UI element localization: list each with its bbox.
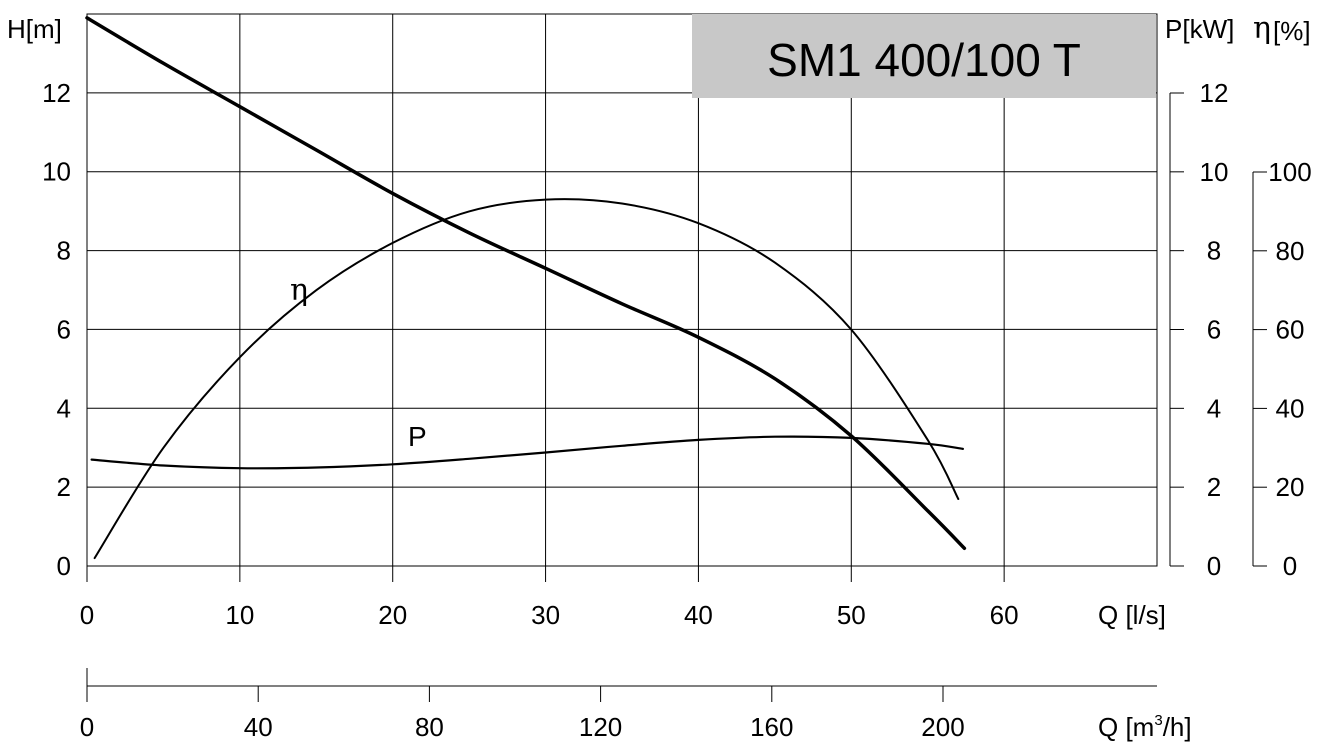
- power-tick-label: 6: [1207, 315, 1221, 345]
- y-tick-label-head: 10: [42, 157, 71, 187]
- curves: [85, 16, 967, 560]
- eff-tick-label: 40: [1276, 393, 1305, 423]
- head-curve: [85, 16, 967, 551]
- power-tick-label: 8: [1207, 236, 1221, 266]
- eff-tick-label: 20: [1276, 472, 1305, 502]
- efficiency-curve: [93, 198, 960, 560]
- power-curve: [90, 435, 964, 470]
- x-tick-label: 50: [837, 600, 866, 630]
- chart-title: SM1 400/100 T: [767, 34, 1081, 86]
- power-tick-label: 10: [1200, 157, 1229, 187]
- eff-tick-label: 100: [1268, 157, 1311, 187]
- power-tick-label: 0: [1207, 551, 1221, 581]
- title-box: [692, 14, 1156, 98]
- eff-tick-label: 60: [1276, 315, 1305, 345]
- curve-label-power: P: [408, 421, 427, 452]
- x-secondary-tick-label: 160: [750, 712, 793, 742]
- y-axis-label-head: H[m]: [7, 14, 62, 44]
- y-tick-label-head: 2: [57, 472, 71, 502]
- y-tick-label-head: 0: [57, 551, 71, 581]
- x-secondary-tick-label: 40: [244, 712, 273, 742]
- y-tick-label-head: 4: [57, 393, 71, 423]
- x-secondary-tick-label: 120: [579, 712, 622, 742]
- curve-label-efficiency: η: [290, 273, 308, 308]
- x-secondary-tick-label: 0: [80, 712, 94, 742]
- power-tick-label: 12: [1200, 78, 1229, 108]
- x-axis-label: Q [l/s]: [1098, 600, 1166, 630]
- x-tick-label: 10: [225, 600, 254, 630]
- x-tick-label: 20: [378, 600, 407, 630]
- power-tick-label: 4: [1207, 393, 1221, 423]
- y-axis-label-eff-unit: [%]: [1273, 16, 1311, 46]
- eff-tick-label: 0: [1283, 551, 1297, 581]
- x-tick-label: 30: [531, 600, 560, 630]
- x-tick-label: 0: [80, 600, 94, 630]
- plot-frame: [86, 13, 1158, 567]
- y-tick-label-head: 8: [57, 236, 71, 266]
- eff-tick-label: 80: [1276, 236, 1305, 266]
- x-secondary-tick-label: 80: [415, 712, 444, 742]
- x-tick-label: 40: [684, 600, 713, 630]
- y-tick-label-head: 12: [42, 78, 71, 108]
- y-axis-label-eff-symbol: η: [1253, 11, 1271, 46]
- power-tick-label: 2: [1207, 472, 1221, 502]
- x-secondary-tick-label: 200: [921, 712, 964, 742]
- x-tick-label: 60: [990, 600, 1019, 630]
- x-secondary-axis-label: Q [m3/h]: [1098, 712, 1192, 742]
- y-axis-label-power: P[kW]: [1165, 14, 1234, 44]
- axes: 0 10 20 30 40 50 60024681012024681012020406080…: [42, 78, 1312, 742]
- y-tick-label-head: 6: [57, 314, 71, 344]
